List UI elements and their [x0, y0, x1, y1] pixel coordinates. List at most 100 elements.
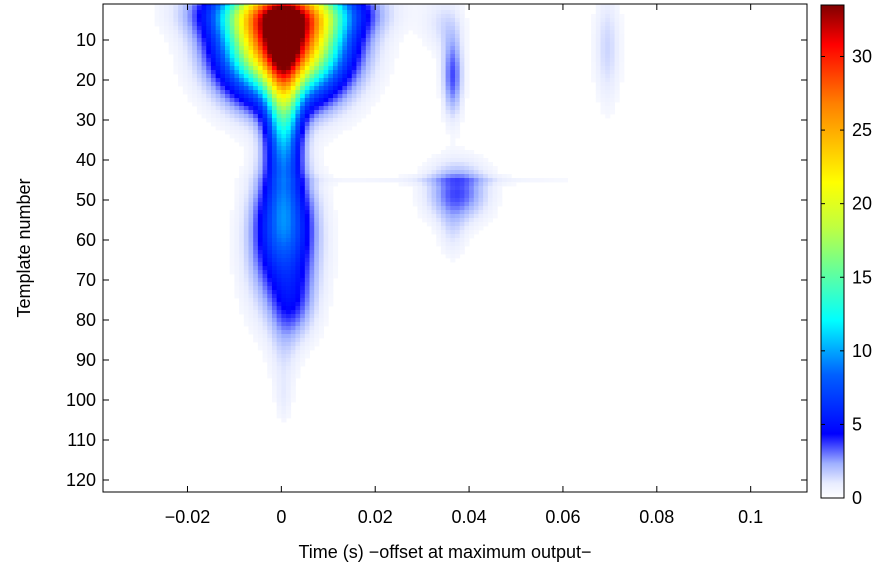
heatmap-cell [539, 178, 545, 183]
heatmap-cell [248, 78, 254, 83]
heatmap-cell [389, 4, 395, 7]
heatmap-cell [210, 46, 217, 51]
heatmap-cell [178, 62, 184, 67]
heatmap-cell [450, 138, 456, 143]
heatmap-cell [290, 394, 296, 399]
heatmap-cell [300, 138, 306, 143]
heatmap-cell [262, 94, 268, 99]
heatmap-cell [286, 262, 292, 267]
heatmap-cell [450, 46, 456, 51]
heatmap-cell [375, 74, 381, 79]
heatmap-cell [379, 18, 385, 23]
heatmap-cell [464, 50, 470, 55]
heatmap-cell [290, 138, 296, 143]
heatmap-cell [210, 74, 217, 79]
heatmap-cell [192, 22, 198, 27]
heatmap-cell [248, 230, 254, 235]
heatmap-cell [365, 26, 371, 31]
heatmap-cell [262, 38, 268, 43]
heatmap-cell [309, 118, 315, 123]
heatmap-cell [309, 22, 315, 27]
heatmap-cell [295, 346, 301, 351]
heatmap-cell [300, 6, 306, 11]
heatmap-cell [393, 14, 400, 19]
heatmap-cell [323, 42, 329, 47]
heatmap-cell [450, 170, 456, 175]
heatmap-cell [290, 338, 296, 343]
heatmap-cell [436, 170, 442, 175]
heatmap-cell [271, 174, 278, 179]
heatmap-cell [605, 90, 611, 95]
heatmap-cell [271, 322, 278, 327]
heatmap-cell [455, 194, 461, 199]
heatmap-cell [318, 266, 324, 271]
heatmap-cell [178, 10, 184, 15]
heatmap-cell [267, 34, 273, 39]
heatmap-cell [323, 234, 329, 239]
heatmap-cell [234, 118, 240, 123]
heatmap-cell [492, 194, 498, 199]
heatmap-cell [609, 70, 615, 75]
heatmap-cell [332, 130, 339, 135]
heatmap-cell [431, 194, 437, 199]
heatmap-cell [271, 398, 278, 403]
heatmap-cell [253, 4, 259, 7]
heatmap-cell [347, 102, 353, 107]
heatmap-cell [295, 342, 301, 347]
heatmap-cell [267, 334, 273, 339]
heatmap-cell [295, 166, 301, 171]
heatmap-cell [304, 38, 310, 43]
heatmap-cell [206, 94, 212, 99]
heatmap-cell [262, 174, 268, 179]
heatmap-cell [605, 94, 611, 99]
heatmap-cell [459, 66, 465, 71]
heatmap-cell [187, 86, 193, 91]
heatmap-cell [220, 10, 226, 15]
heatmap-cell [300, 34, 306, 39]
heatmap-cell [619, 14, 625, 19]
heatmap-cell [281, 362, 287, 367]
heatmap-cell [271, 282, 278, 287]
heatmap-cell [286, 298, 292, 303]
heatmap-cell [459, 98, 465, 103]
heatmap-cell [271, 262, 278, 267]
heatmap-cell [445, 242, 451, 247]
heatmap-cell [253, 278, 259, 283]
heatmap-cell [286, 406, 292, 411]
heatmap-cell [483, 198, 489, 203]
heatmap-cell [440, 54, 447, 59]
heatmap-cell [300, 350, 306, 355]
heatmap-cell [257, 290, 263, 295]
heatmap-cell [473, 210, 479, 215]
heatmap-cell [253, 114, 259, 119]
heatmap-cell [309, 4, 315, 7]
heatmap-cell [318, 194, 324, 199]
heatmap-cell [281, 318, 287, 323]
heatmap-cell [361, 38, 367, 43]
heatmap-cell [257, 334, 263, 339]
heatmap-cell [286, 362, 292, 367]
heatmap-cell [605, 106, 611, 111]
heatmap-cell [328, 194, 334, 199]
heatmap-cell [412, 174, 418, 179]
heatmap-cell [281, 350, 287, 355]
heatmap-cell [304, 18, 310, 23]
heatmap-cell [253, 270, 259, 275]
heatmap-cell [243, 190, 249, 195]
heatmap-cell [492, 182, 498, 187]
heatmap-cell [234, 42, 240, 47]
heatmap-cell [309, 298, 315, 303]
heatmap-cell [182, 66, 188, 71]
heatmap-cell [361, 18, 367, 23]
heatmap-cell [286, 214, 292, 219]
heatmap-cell [464, 202, 470, 207]
heatmap-cell [440, 190, 447, 195]
heatmap-cell [201, 4, 207, 7]
heatmap-cell [253, 154, 259, 159]
heatmap-cell [497, 186, 503, 191]
heatmap-cell [332, 258, 339, 263]
heatmap-cell [243, 58, 249, 63]
heatmap-cell [300, 46, 306, 51]
heatmap-cell [243, 86, 249, 91]
heatmap-cell [436, 194, 442, 199]
